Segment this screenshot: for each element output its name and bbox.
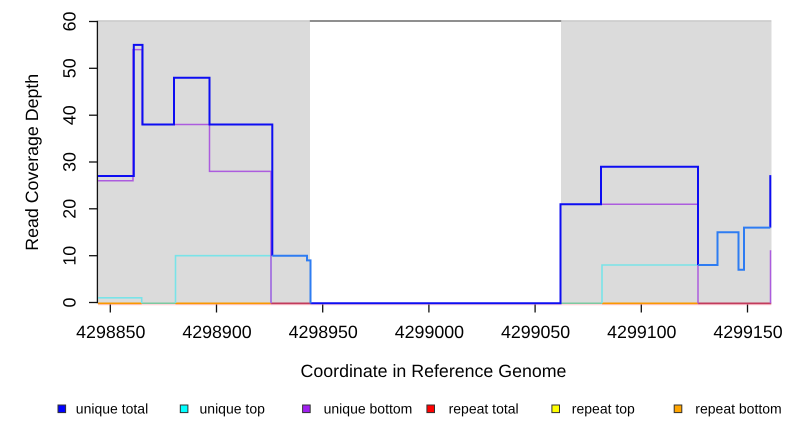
svg-text:4299100: 4299100 xyxy=(607,322,676,342)
svg-text:unique bottom: unique bottom xyxy=(324,400,413,416)
svg-text:4298950: 4298950 xyxy=(289,322,358,342)
svg-text:4298900: 4298900 xyxy=(182,322,251,342)
svg-text:Coordinate in Reference Genome: Coordinate in Reference Genome xyxy=(301,361,567,381)
svg-text:repeat total: repeat total xyxy=(449,400,519,416)
svg-text:50: 50 xyxy=(60,58,80,78)
svg-text:unique top: unique top xyxy=(200,400,266,416)
svg-text:10: 10 xyxy=(60,246,80,266)
svg-text:4298850: 4298850 xyxy=(76,322,145,342)
svg-text:40: 40 xyxy=(60,105,80,125)
svg-text:unique total: unique total xyxy=(76,400,148,416)
svg-text:60: 60 xyxy=(60,12,80,32)
svg-text:repeat bottom: repeat bottom xyxy=(695,400,781,416)
svg-text:30: 30 xyxy=(60,152,80,172)
svg-text:4299000: 4299000 xyxy=(395,322,464,342)
svg-text:repeat top: repeat top xyxy=(572,400,635,416)
svg-text:4299150: 4299150 xyxy=(713,322,782,342)
svg-text:Read Coverage Depth: Read Coverage Depth xyxy=(22,74,42,251)
svg-text:0: 0 xyxy=(60,297,80,307)
svg-text:4299050: 4299050 xyxy=(501,322,570,342)
svg-text:20: 20 xyxy=(60,199,80,219)
